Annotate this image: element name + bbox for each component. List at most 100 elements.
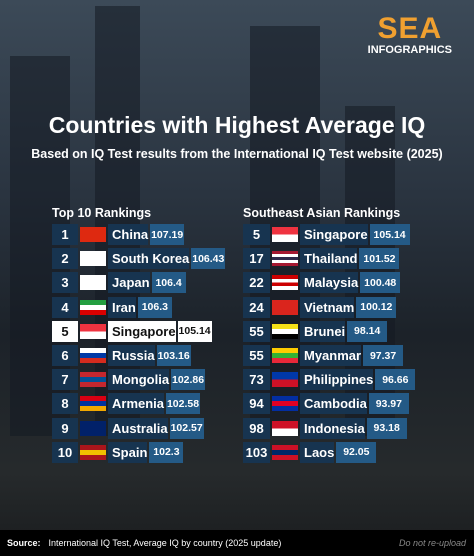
flag xyxy=(80,251,106,267)
iq-value: 93.97 xyxy=(368,393,409,415)
flag xyxy=(272,396,298,412)
table-row: 8 Armenia 102.58 xyxy=(52,393,201,415)
country: Myanmar xyxy=(300,345,362,366)
iq-value: 93.18 xyxy=(366,417,407,439)
iq-value: 97.37 xyxy=(363,345,404,366)
title: Countries with Highest Average IQ xyxy=(48,112,426,138)
table-row: 4 Iran 106.3 xyxy=(52,296,172,318)
flag xyxy=(272,372,298,388)
iq-value: 92.05 xyxy=(336,441,377,463)
flag xyxy=(80,396,106,412)
rank: 24 xyxy=(243,296,270,318)
rank: 10 xyxy=(52,441,78,463)
flag xyxy=(272,299,298,315)
flag xyxy=(272,348,298,363)
rank: 73 xyxy=(243,369,270,391)
country: Brunei xyxy=(300,320,346,342)
iq-value: 96.66 xyxy=(375,369,416,391)
flag xyxy=(272,444,298,460)
flag xyxy=(272,227,298,242)
rank: 55 xyxy=(243,345,270,366)
flag xyxy=(272,251,298,267)
flag xyxy=(272,420,298,436)
iq-value: 102.86 xyxy=(171,369,206,391)
flag xyxy=(80,420,106,436)
table-row: 1 China 107.19 xyxy=(52,224,185,245)
country: Laos xyxy=(300,441,335,463)
rank: 17 xyxy=(243,248,270,270)
country: Cambodia xyxy=(300,393,367,415)
rank: 6 xyxy=(52,345,78,366)
rank: 5 xyxy=(52,320,78,342)
table-row: 22 Malaysia 100.48 xyxy=(243,272,401,294)
rank: 94 xyxy=(243,393,270,415)
iq-value: 98.14 xyxy=(347,320,388,342)
iq-value: 107.19 xyxy=(150,224,185,245)
flag xyxy=(272,275,298,291)
rank: 103 xyxy=(243,441,270,463)
rank: 4 xyxy=(52,296,78,318)
table-row: 3 Japan 106.4 xyxy=(52,272,186,294)
country: Armenia xyxy=(108,393,165,415)
table-row: 17 Thailand 101.52 xyxy=(243,248,400,270)
table-row: 55 Brunei 98.14 xyxy=(243,320,388,342)
footer-source: International IQ Test, Average IQ by cou… xyxy=(48,538,282,548)
table-row: 5 Singapore 105.14 xyxy=(52,320,212,342)
rank: 55 xyxy=(243,320,270,342)
rank: 1 xyxy=(52,224,78,245)
iq-value: 103.16 xyxy=(156,345,191,366)
country: Russia xyxy=(108,345,155,366)
flag xyxy=(80,372,106,388)
iq-value: 106.4 xyxy=(151,272,186,294)
country: Australia xyxy=(108,417,168,439)
table-row: 98 Indonesia 93.18 xyxy=(243,417,407,439)
country: Japan xyxy=(108,272,150,294)
country: Singapore xyxy=(108,320,176,342)
flag xyxy=(80,348,106,363)
iq-value: 102.57 xyxy=(169,417,204,439)
country: Thailand xyxy=(300,248,358,270)
country: Vietnam xyxy=(300,296,355,318)
rank: 98 xyxy=(243,417,270,439)
footer-label: Source: xyxy=(7,538,41,548)
logo: SEA INFOGRAPHICS xyxy=(368,14,452,57)
flag xyxy=(272,323,298,339)
table-heading: Southeast Asian Rankings xyxy=(243,206,401,220)
iq-value: 100.12 xyxy=(356,296,397,318)
country: South Korea xyxy=(108,248,190,270)
country: Malaysia xyxy=(300,272,359,294)
rank: 2 xyxy=(52,248,78,270)
country: Philippines xyxy=(300,369,374,391)
rank: 22 xyxy=(243,272,270,294)
country: China xyxy=(108,224,149,245)
footer: Source: International IQ Test, Average I… xyxy=(0,530,474,556)
iq-value: 106.43 xyxy=(191,248,226,270)
iq-value: 100.48 xyxy=(360,272,401,294)
country: Mongolia xyxy=(108,369,170,391)
subtitle: Based on IQ Test results from the Intern… xyxy=(31,147,443,161)
flag xyxy=(80,323,106,339)
table-row: 7 Mongolia 102.86 xyxy=(52,369,206,391)
table-row: 10 Spain 102.3 xyxy=(52,441,184,463)
table-row: 103 Laos 92.05 xyxy=(243,441,377,463)
rank: 5 xyxy=(243,224,270,245)
rank: 8 xyxy=(52,393,78,415)
country: Singapore xyxy=(300,224,368,245)
flag xyxy=(80,227,106,242)
flag xyxy=(80,299,106,315)
table-row: 55 Myanmar 97.37 xyxy=(243,345,404,366)
iq-value: 105.14 xyxy=(177,320,212,342)
iq-value: 101.52 xyxy=(359,248,400,270)
country: Indonesia xyxy=(300,417,365,439)
table-row: 9 Australia 102.57 xyxy=(52,417,204,439)
flag xyxy=(80,275,106,291)
rank: 9 xyxy=(52,417,78,439)
footer-note: Do not re-upload xyxy=(398,538,466,548)
table-row: 6 Russia 103.16 xyxy=(52,345,191,366)
table-row: 5 Singapore 105.14 xyxy=(243,224,410,245)
table-row: 24 Vietnam 100.12 xyxy=(243,296,397,318)
table-row: 2 South Korea 106.43 xyxy=(52,248,226,270)
flag xyxy=(80,444,106,460)
country: Spain xyxy=(108,441,148,463)
